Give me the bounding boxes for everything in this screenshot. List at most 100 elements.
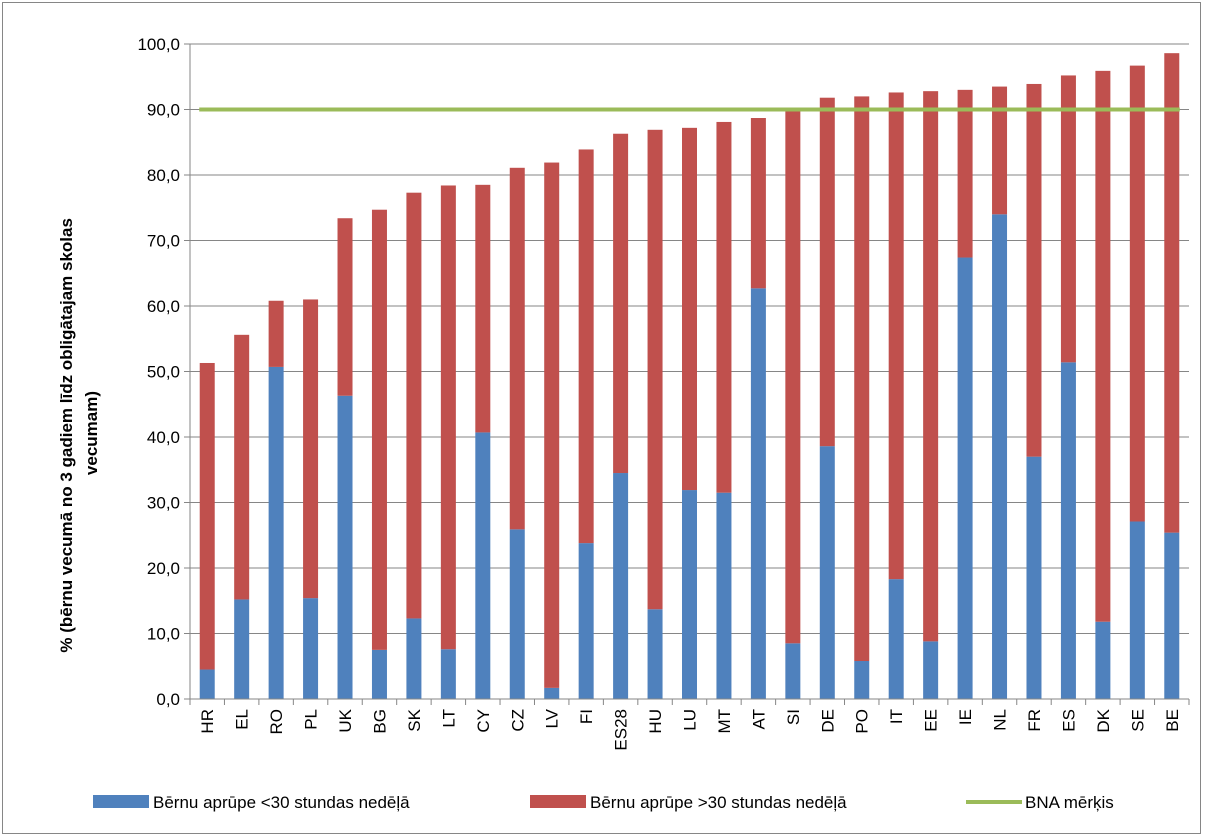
bar-over-30 bbox=[888, 92, 904, 580]
bar-under-30 bbox=[1060, 362, 1076, 699]
y-axis-title-line-1: % (bērnu vecumā no 3 gadiem līdz obligāt… bbox=[57, 218, 76, 653]
bar-under-30 bbox=[303, 598, 319, 699]
bar-under-30 bbox=[1026, 456, 1042, 699]
bar-over-30 bbox=[819, 97, 835, 447]
x-tick-label: SI bbox=[784, 709, 803, 725]
x-tick-label: CZ bbox=[508, 709, 527, 732]
bar-over-30 bbox=[578, 149, 594, 544]
y-tick-label: 0,0 bbox=[156, 690, 180, 709]
y-tick-label: 50,0 bbox=[147, 363, 180, 382]
x-tick-label: BE bbox=[1163, 709, 1182, 732]
bar-under-30 bbox=[475, 432, 491, 699]
y-tick-label: 40,0 bbox=[147, 428, 180, 447]
x-tick-label: BG bbox=[370, 709, 389, 734]
bar-over-30 bbox=[1026, 83, 1042, 457]
bar-over-30 bbox=[647, 129, 663, 610]
x-tick-label: SK bbox=[405, 708, 424, 731]
bar-under-30 bbox=[613, 473, 629, 699]
bar-over-30 bbox=[682, 127, 697, 491]
legend-label-over-30: Bērnu aprūpe >30 stundas nedēļā bbox=[590, 793, 847, 812]
bar-over-30 bbox=[475, 184, 491, 433]
y-axis-title: % (bērnu vecumā no 3 gadiem līdz obligāt… bbox=[57, 213, 101, 652]
x-tick-label: UK bbox=[336, 708, 355, 732]
bar-over-30 bbox=[544, 162, 560, 688]
legend-label-under-30: Bērnu aprūpe <30 stundas nedēļā bbox=[153, 793, 410, 812]
x-tick-label: AT bbox=[749, 709, 768, 729]
bar-under-30 bbox=[682, 490, 697, 699]
bar-over-30 bbox=[268, 300, 284, 367]
bar-under-30 bbox=[923, 641, 939, 699]
x-tick-label: EE bbox=[922, 709, 941, 732]
bar-over-30 bbox=[854, 96, 870, 662]
y-tick-label: 20,0 bbox=[147, 559, 180, 578]
bar-over-30 bbox=[1164, 53, 1180, 533]
bar-under-30 bbox=[1095, 621, 1111, 699]
bar-under-30 bbox=[819, 446, 835, 699]
bar-under-30 bbox=[1129, 521, 1145, 699]
bar-under-30 bbox=[509, 529, 525, 699]
bar-over-30 bbox=[992, 86, 1008, 215]
bar-over-30 bbox=[337, 218, 353, 396]
x-tick-label: ES28 bbox=[612, 709, 631, 751]
x-tick-label: DE bbox=[818, 709, 837, 733]
bar-over-30 bbox=[303, 299, 319, 599]
bar-under-30 bbox=[268, 366, 284, 699]
x-tick-labels: HR EL RO PL UK BG SK LT CY CZ LV FI ES28 HU LU MT AT SI DE… bbox=[198, 708, 1182, 750]
x-tick-label: IT bbox=[887, 709, 906, 724]
bar-under-30 bbox=[578, 543, 594, 699]
x-tick-label: LV bbox=[543, 708, 562, 728]
axes-layer bbox=[189, 44, 1189, 700]
y-tick-label: 100,0 bbox=[137, 35, 180, 54]
x-tick-label: CY bbox=[474, 709, 493, 733]
x-tick-label: PL bbox=[302, 709, 321, 730]
x-tick-label: EL bbox=[233, 709, 252, 730]
x-tick-label: FI bbox=[577, 709, 596, 724]
bar-under-30 bbox=[888, 579, 904, 699]
bar-under-30 bbox=[406, 618, 422, 699]
bar-under-30 bbox=[234, 599, 250, 699]
bar-over-30 bbox=[199, 362, 215, 670]
bar-over-30 bbox=[785, 109, 801, 644]
bar-over-30 bbox=[613, 133, 629, 474]
y-tick-labels: 0,0 10,0 20,0 30,0 40,0 50,0 60,0 70,0 80,0 90,0 1… bbox=[137, 35, 180, 709]
bar-under-30 bbox=[716, 492, 732, 699]
bar-under-30 bbox=[1164, 532, 1180, 699]
bar-over-30 bbox=[750, 118, 766, 289]
y-tick-label: 80,0 bbox=[147, 166, 180, 185]
x-tick-label: MT bbox=[715, 709, 734, 734]
bar-under-30 bbox=[957, 257, 973, 699]
x-tick-label: FR bbox=[1025, 709, 1044, 732]
y-tick-label: 10,0 bbox=[147, 625, 180, 644]
x-tick-label: ES bbox=[1059, 709, 1078, 732]
bar-under-30 bbox=[992, 214, 1008, 700]
x-tick-label: IE bbox=[956, 709, 975, 725]
bar-under-30 bbox=[854, 661, 870, 699]
bar-over-30 bbox=[406, 192, 422, 619]
legend-swatch-blue bbox=[93, 795, 149, 808]
bars-layer bbox=[199, 53, 1180, 700]
bar-under-30 bbox=[544, 687, 560, 699]
bar-over-30 bbox=[923, 91, 939, 642]
bar-under-30 bbox=[440, 649, 456, 699]
bar-over-30 bbox=[1060, 75, 1076, 363]
y-tick-label: 90,0 bbox=[147, 101, 180, 120]
x-tick-label: HR bbox=[198, 709, 217, 734]
x-tick-label: HU bbox=[646, 709, 665, 734]
bar-under-30 bbox=[199, 669, 215, 699]
y-tick-label: 70,0 bbox=[147, 232, 180, 251]
x-tick-label: DK bbox=[1094, 708, 1113, 732]
x-tick-label: LU bbox=[681, 709, 700, 731]
bar-over-30 bbox=[509, 167, 525, 530]
bar-over-30 bbox=[1129, 65, 1145, 522]
bar-under-30 bbox=[647, 609, 663, 699]
bar-under-30 bbox=[750, 288, 766, 699]
bar-over-30 bbox=[1095, 70, 1111, 622]
y-tick-label: 60,0 bbox=[147, 297, 180, 316]
y-tick-label: 30,0 bbox=[147, 494, 180, 513]
stacked-bar-chart: 0,0 10,0 20,0 30,0 40,0 50,0 60,0 70,0 80,0 90,0 1… bbox=[57, 35, 1190, 812]
bar-under-30 bbox=[785, 643, 801, 699]
x-tick-label: NL bbox=[991, 709, 1010, 731]
x-tick-label: RO bbox=[267, 709, 286, 735]
bar-under-30 bbox=[371, 649, 387, 699]
bar-over-30 bbox=[957, 89, 973, 258]
